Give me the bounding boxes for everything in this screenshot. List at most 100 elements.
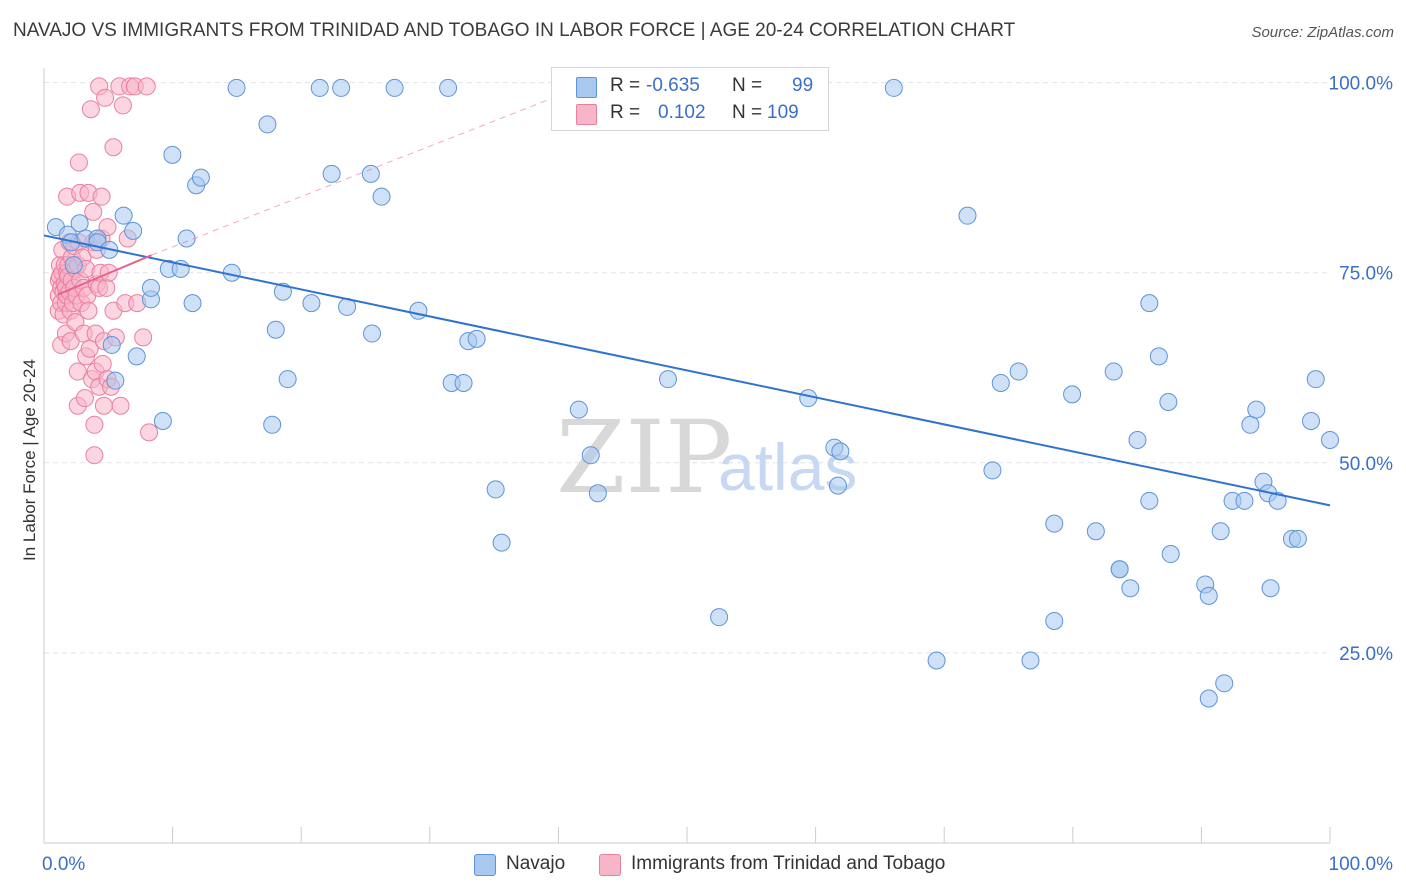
legend-label-navajo: Navajo — [506, 853, 566, 874]
navajo-point — [1149, 347, 1168, 366]
tt-point — [79, 301, 98, 320]
tt-point — [69, 153, 88, 172]
tt-point — [93, 354, 112, 373]
navajo-point — [409, 301, 428, 320]
navajo-point — [124, 221, 143, 240]
navajo-point — [372, 187, 391, 206]
x-tick-label-max: 100.0% — [1329, 854, 1394, 875]
y-tick-label: 25.0% — [1339, 644, 1393, 665]
navajo-point — [1199, 689, 1218, 708]
navajo-point — [1159, 392, 1178, 411]
navajo-point — [927, 651, 946, 670]
legend-label-trinidad-tobago: Immigrants from Trinidad and Tobago — [631, 853, 946, 874]
source-credit: Source: ZipAtlas.com — [1251, 24, 1394, 41]
navajo-point — [70, 214, 89, 233]
navajo-point — [127, 347, 146, 366]
series-legend: Navajo Immigrants from Trinidad and Toba… — [0, 852, 1406, 878]
navajo-point — [710, 608, 729, 627]
navajo-point — [1045, 514, 1064, 533]
y-tick-label: 100.0% — [1329, 74, 1394, 95]
navajo-point — [263, 415, 282, 434]
y-axis-title: In Labor Force | Age 20-24 — [20, 359, 39, 561]
navajo-point — [163, 145, 182, 164]
navajo-point — [588, 484, 607, 503]
tt-swatch — [599, 854, 621, 876]
navajo-point — [1247, 400, 1266, 419]
tt-trend-line — [57, 254, 152, 296]
tt-point — [92, 187, 111, 206]
series-navajo — [46, 77, 1339, 708]
navajo-point — [278, 370, 297, 389]
navajo-point — [266, 320, 285, 339]
tt-point — [97, 278, 116, 297]
navajo-point — [958, 206, 977, 225]
tt-point — [75, 389, 94, 408]
grid-lines — [44, 82, 1330, 654]
tt-point — [85, 446, 104, 465]
navajo-point — [361, 164, 380, 183]
tt-trend-extrapolation — [151, 78, 601, 256]
navajo-point — [141, 278, 160, 297]
navajo-point — [114, 206, 133, 225]
navajo-point — [1288, 529, 1307, 548]
tt-point — [81, 100, 100, 119]
y-tick-label: 75.0% — [1339, 264, 1393, 285]
tt-point — [140, 423, 159, 442]
navajo-point — [153, 411, 172, 430]
correlation-legend: R = -0.635 N = 99 R = 0.102 N = 109 — [551, 67, 829, 131]
navajo-point — [1021, 651, 1040, 670]
navajo-point — [183, 294, 202, 313]
navajo-point — [64, 256, 83, 275]
tt-point — [68, 362, 87, 381]
navajo-point — [1104, 362, 1123, 381]
legend-n-label: N = — [732, 102, 763, 123]
tt-point — [84, 202, 103, 221]
navajo-point — [1261, 579, 1280, 598]
navajo-point — [1199, 586, 1218, 605]
legend-r-label: R = — [610, 102, 641, 123]
y-tick-label: 50.0% — [1339, 454, 1393, 475]
navajo-point — [1140, 294, 1159, 313]
tt-point — [111, 396, 130, 415]
tt-point — [98, 218, 117, 237]
navajo-point — [658, 370, 677, 389]
navajo-point — [1121, 579, 1140, 598]
navajo-swatch — [474, 854, 496, 876]
navajo-point — [1110, 560, 1129, 579]
navajo-point — [1215, 674, 1234, 693]
navajo-point — [454, 373, 473, 392]
series-trinidad-tobago — [49, 77, 159, 465]
tt-point — [113, 96, 132, 115]
navajo-point — [332, 78, 351, 97]
navajo-point — [1045, 611, 1064, 630]
navajo-point — [581, 446, 600, 465]
navajo-point — [1301, 411, 1320, 430]
navajo-point — [1086, 522, 1105, 541]
navajo-point — [310, 78, 329, 97]
navajo-point — [569, 400, 588, 419]
navajo-point — [831, 442, 850, 461]
navajo-point — [1161, 545, 1180, 564]
navajo-point — [1128, 430, 1147, 449]
navajo-point — [1241, 415, 1260, 434]
navajo-point — [1211, 522, 1230, 541]
tt-point — [94, 396, 113, 415]
navajo-point — [363, 324, 382, 343]
legend-r-label: R = — [610, 75, 641, 96]
tt-point — [85, 415, 104, 434]
chart-title: NAVAJO VS IMMIGRANTS FROM TRINIDAD AND T… — [13, 20, 1016, 41]
axes — [43, 68, 1331, 844]
navajo-point — [467, 329, 486, 348]
navajo-point — [828, 476, 847, 495]
navajo-point — [1321, 430, 1339, 449]
navajo-point — [1063, 385, 1082, 404]
tt-point — [96, 88, 115, 107]
navajo-point — [1140, 491, 1159, 510]
legend-n-label: N = — [732, 75, 763, 96]
navajo-point — [191, 168, 210, 187]
x-tick-label-min: 0.0% — [42, 854, 85, 875]
navajo-point — [439, 78, 458, 97]
navajo-point — [983, 461, 1002, 480]
trend-lines — [43, 78, 1331, 507]
